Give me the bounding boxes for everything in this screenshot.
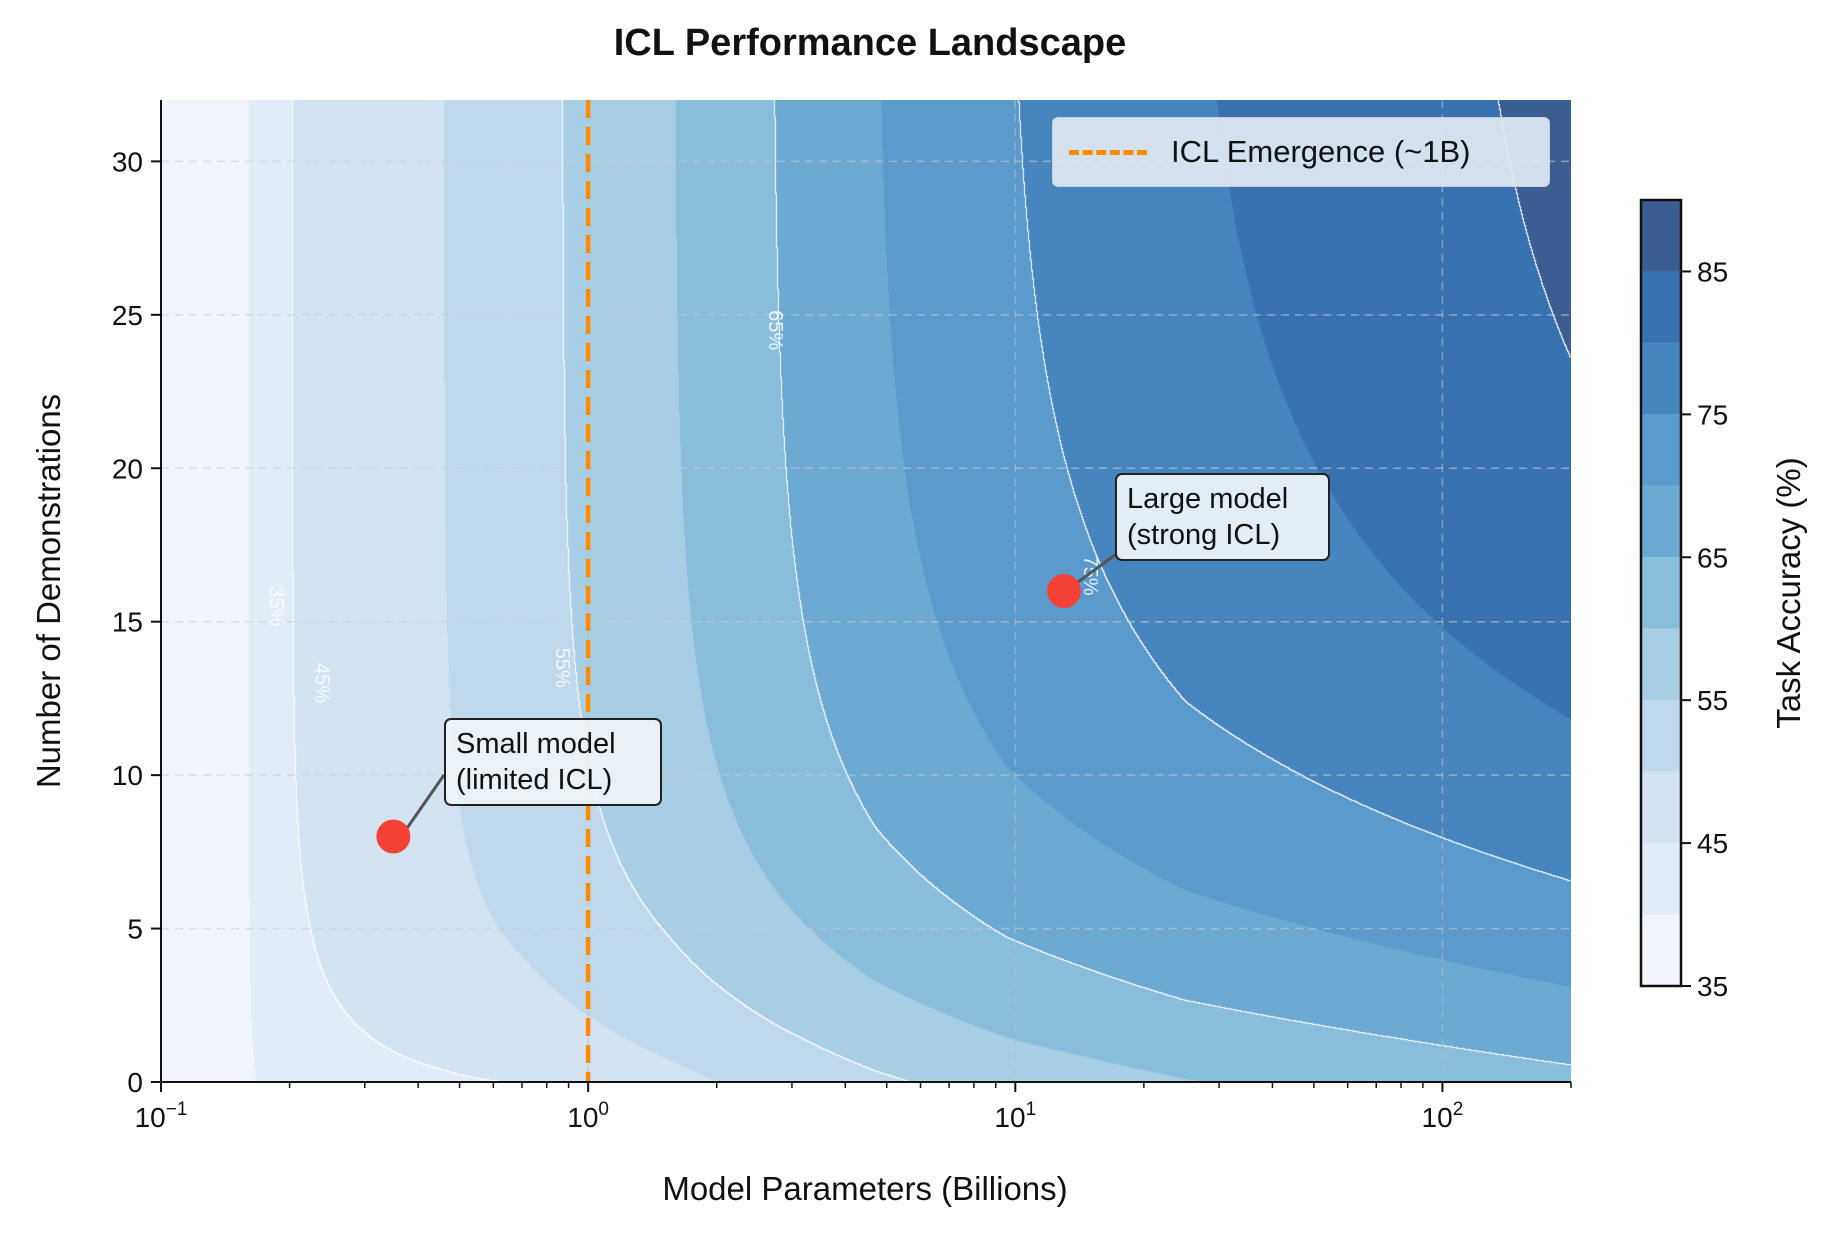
colorbar-segment [1641,557,1681,629]
tick-exponent: 0 [598,1099,609,1120]
y-tick-label: 0 [127,1067,143,1098]
small-model-point [376,819,411,854]
colorbar-segment [1641,200,1681,272]
colorbar-segment [1641,342,1681,415]
large-model-point [1046,574,1081,608]
gridlines [160,100,1571,1083]
legend: ICL Emergence (~1B) [1052,117,1550,187]
tick-exponent: 2 [1453,1099,1464,1120]
annotation-arrows [404,553,1116,832]
legend-label: ICL Emergence (~1B) [1171,134,1471,169]
annotation-large-model: Large model (strong ICL) [1115,473,1330,561]
x-tick-label: 102 [1422,1099,1464,1133]
tick-base: 10 [1422,1102,1453,1133]
annotation-arrow [1073,553,1116,587]
annotation-small-model: Small model (limited ICL) [444,718,662,806]
contour-label: 35% [265,586,287,626]
x-tick-label: 101 [994,1099,1036,1133]
tick-exponent: 1 [1026,1099,1037,1120]
contour-label: 65% [764,310,786,350]
x-ticks: 10−1 100 101 102 [135,1082,1572,1133]
colorbar-label: Task Accuracy (%) [1770,457,1807,728]
colorbar-segment [1641,914,1681,986]
chart-title: ICL Performance Landscape [613,22,1127,64]
colorbar-tick-label: 45 [1697,828,1728,859]
y-axis-label: Number of Demonstrations [30,394,67,788]
contour-label: 75% [1079,556,1101,596]
contour-labels: 35% 45% 55% 65% 75% [265,310,1101,703]
annotation-arrow [404,774,446,832]
colorbar-segment [1641,271,1681,343]
colorbar-tick-label: 85 [1697,256,1728,287]
contour-fill-heatmap [161,100,1571,1082]
y-tick-label: 25 [112,300,143,331]
colorbar-segment [1641,843,1681,915]
y-ticks: 0 5 10 15 20 25 30 [112,146,161,1098]
axes [160,100,1571,1083]
colorbar-segment [1641,485,1681,558]
colorbar: 35 45 55 65 75 85 [1639,198,1728,1002]
colorbar-segment [1641,771,1681,844]
tick-exponent: −1 [166,1099,188,1120]
legend-dashed-line-swatch [1069,149,1147,155]
tick-base: 10 [135,1102,166,1133]
x-tick-label: 100 [567,1099,609,1133]
colorbar-tick-label: 65 [1697,542,1728,573]
data-points [376,574,1081,854]
y-tick-label: 15 [112,607,143,638]
tick-base: 10 [994,1102,1025,1133]
contour-label: 45% [311,663,333,703]
x-axis-label: Model Parameters (Billions) [662,1170,1067,1207]
colorbar-segment [1641,700,1681,772]
colorbar-segment [1641,414,1681,486]
x-tick-label: 10−1 [135,1099,188,1133]
colorbar-tick-label: 55 [1697,685,1728,716]
y-tick-label: 20 [112,453,143,484]
contour-label: 55% [551,648,573,688]
y-tick-label: 5 [127,914,143,945]
tick-base: 10 [567,1102,598,1133]
y-tick-label: 30 [112,146,143,177]
y-tick-label: 10 [112,760,143,791]
colorbar-frame [1639,198,1683,988]
colorbar-tick-label: 75 [1697,399,1728,430]
colorbar-tick-label: 35 [1697,971,1728,1002]
colorbar-segment [1641,628,1681,701]
